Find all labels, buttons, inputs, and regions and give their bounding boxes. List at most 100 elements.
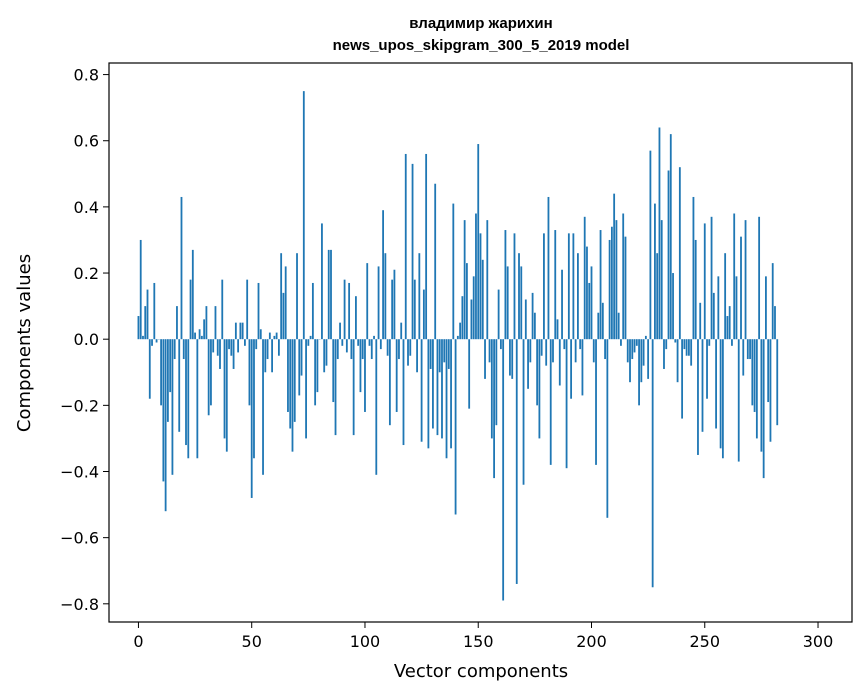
bar (352, 339, 355, 436)
x-tick-label: 50 (242, 632, 262, 651)
bar (586, 246, 588, 340)
bar (169, 339, 172, 393)
bar (271, 339, 273, 373)
bar (203, 319, 206, 340)
bar (556, 319, 559, 340)
bar (407, 339, 409, 366)
bar (334, 339, 337, 436)
bar (139, 239, 142, 340)
bar (438, 339, 441, 373)
bar (409, 339, 412, 356)
chart-title-line1: владимир жарихин (409, 15, 552, 32)
bar (592, 339, 595, 363)
bar (350, 339, 353, 360)
bar (545, 339, 548, 366)
bar (642, 339, 645, 366)
y-tick-label: 0.6 (74, 132, 99, 151)
bar (468, 339, 471, 409)
bar (563, 339, 566, 350)
bar (388, 339, 391, 426)
bar (524, 299, 527, 340)
bar (155, 339, 158, 343)
bar (708, 339, 711, 346)
bar (712, 292, 715, 340)
bar (567, 233, 570, 340)
bar (760, 339, 763, 452)
bar (302, 91, 305, 340)
bar (622, 213, 625, 340)
y-tick-label: 0.2 (74, 264, 99, 283)
bar (355, 296, 357, 340)
bar (472, 276, 475, 340)
x-tick-label: 150 (463, 632, 494, 651)
bar (540, 339, 543, 356)
bar (531, 292, 534, 340)
bar (418, 253, 421, 340)
bar (196, 339, 199, 459)
bar (230, 339, 233, 356)
bar (330, 249, 332, 340)
bar (280, 253, 283, 340)
bar (749, 339, 751, 360)
bar (572, 233, 575, 340)
bar (581, 339, 584, 396)
bar (311, 282, 314, 340)
bar (461, 296, 464, 340)
bar (595, 339, 597, 465)
bar (502, 339, 505, 601)
bar (420, 339, 423, 442)
bar (384, 253, 387, 340)
bar (744, 220, 747, 340)
bar (735, 276, 738, 340)
bar (223, 339, 226, 439)
bar (178, 339, 181, 432)
bar (300, 339, 303, 376)
bar (626, 339, 629, 363)
bar (452, 203, 455, 340)
bar (443, 339, 446, 363)
bar (604, 339, 606, 360)
bar (321, 223, 323, 340)
bar (543, 233, 545, 340)
bar (253, 339, 255, 459)
y-axis-label: Components values (14, 254, 35, 432)
bar (538, 339, 541, 439)
y-tick-label: 0.8 (74, 66, 99, 85)
bar (339, 322, 341, 340)
bar (690, 339, 693, 366)
y-tick-label: 0.4 (74, 198, 99, 217)
bar (441, 339, 443, 439)
bar (219, 339, 221, 369)
bar (187, 339, 190, 459)
bar (264, 339, 267, 373)
bar (638, 339, 640, 406)
bar (776, 339, 779, 426)
bar (742, 339, 745, 376)
bar (721, 339, 724, 459)
bar (774, 306, 776, 340)
y-tick-label: −0.6 (60, 529, 99, 548)
bar (425, 153, 428, 340)
bar-series (137, 91, 779, 601)
bar (305, 339, 307, 439)
bar (171, 339, 174, 475)
bar (484, 339, 486, 379)
bar (160, 339, 162, 406)
bar (250, 339, 253, 498)
bar (719, 339, 722, 449)
bar (185, 339, 187, 446)
bar (244, 339, 246, 346)
bar (246, 279, 249, 340)
bar (386, 339, 389, 356)
bar (504, 230, 507, 340)
bar (590, 266, 593, 340)
bar (706, 339, 708, 399)
bar (703, 223, 706, 340)
bar (456, 335, 459, 340)
chart-title-line2: news_upos_skipgram_300_5_2019 model (333, 37, 630, 54)
bar (191, 249, 194, 340)
bar (282, 292, 285, 340)
bar (554, 230, 557, 340)
bar (373, 335, 375, 340)
bar (608, 239, 611, 340)
